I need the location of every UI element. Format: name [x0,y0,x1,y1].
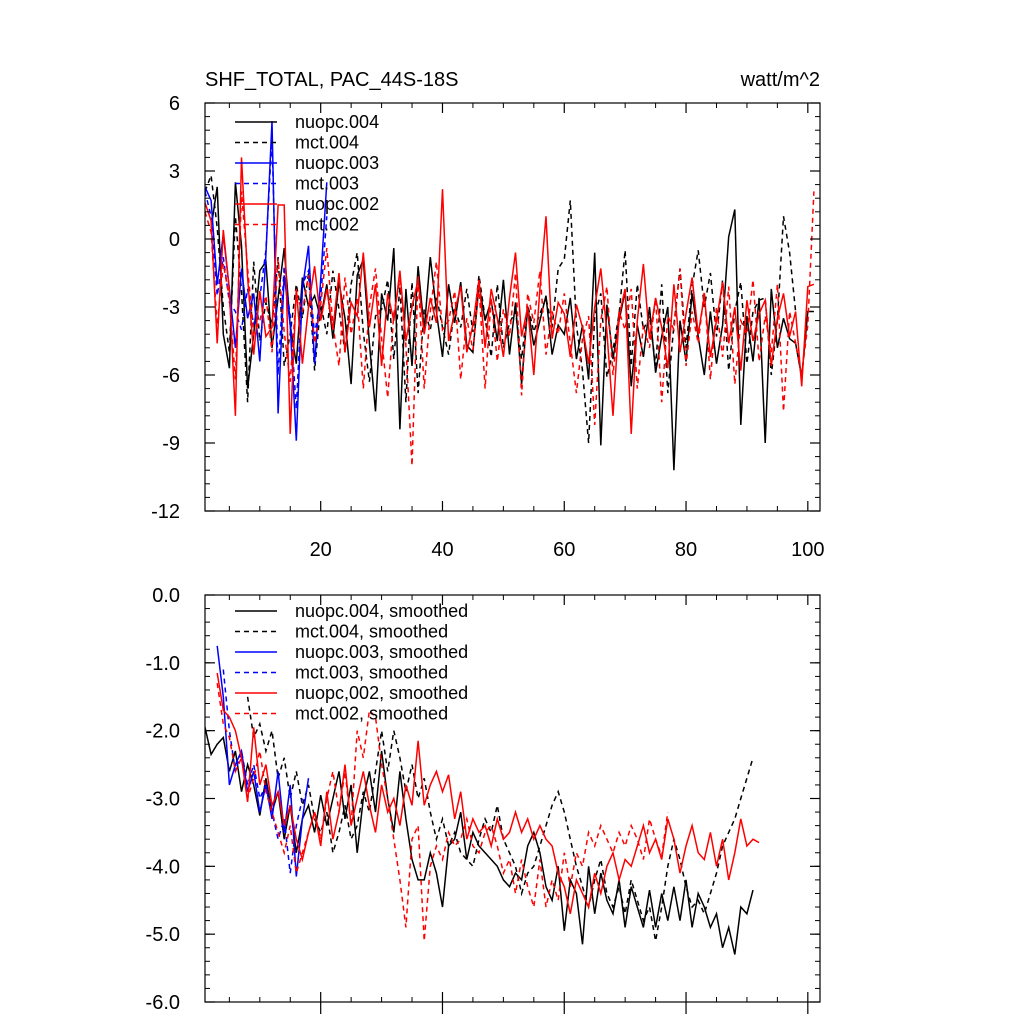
y-tick-label: -9 [162,433,180,455]
y-tick-label: -12 [151,501,180,523]
y-tick-label: -3.0 [146,789,180,811]
legend-label: nuopc.002 [295,194,379,214]
legend-label: mct.002 [295,215,359,235]
series-line-mct-002-smoothed [216,683,669,941]
top-panel: SHF_TOTAL, PAC_44S-18S watt/m^2 6 3 0 -3 -6 -… [151,69,824,561]
units-label: watt/m^2 [740,69,820,91]
y-tick-label: 0 [169,229,180,251]
x-tick-label: 80 [675,539,697,561]
y-tick-label: -3 [162,297,180,319]
series-line-mct-003-smoothed [222,669,304,874]
chart-title: SHF_TOTAL, PAC_44S-18S [205,69,458,91]
x-tick-label: 100 [791,539,824,561]
legend-label: nuopc.003, smoothed [295,642,468,662]
y-tick-label: 0.0 [152,585,180,607]
y-tick-label: -6.0 [146,992,180,1014]
legend-label: nuopc.003 [295,153,379,173]
top-legend: nuopc.004mct.004nuopc.003mct.003nuopc.00… [235,112,379,235]
series-line-mct-002 [205,191,815,466]
x-tick-label: 40 [431,539,453,561]
series-line-nuopc-002 [205,157,815,434]
series-line-nuopc-004-smoothed [205,727,754,955]
legend-label: mct.003 [295,174,359,194]
legend-label: mct.004, smoothed [295,622,448,642]
x-tick-label: 60 [553,539,575,561]
legend-label: nuopc,002, smoothed [295,683,468,703]
y-tick-label: -6 [162,365,180,387]
top-plot-area: 6 3 0 -3 -6 -9 -12 20 40 60 80 100 [151,93,824,561]
legend-label: mct.003, smoothed [295,663,448,683]
y-tick-label: 6 [169,93,180,115]
bottom-panel: 0.0 -1.0 -2.0 -3.0 -4.0 -5.0 -6.0 nuopc.004, s… [146,585,821,1014]
legend-label: nuopc.004 [295,112,379,132]
series-line-mct-004 [205,175,797,444]
bottom-plot-area: 0.0 -1.0 -2.0 -3.0 -4.0 -5.0 -6.0 [146,585,821,1014]
legend-label: mct.004 [295,133,359,153]
y-tick-label: -5.0 [146,924,180,946]
x-tick-label: 20 [310,539,332,561]
y-tick-label: -2.0 [146,721,180,743]
series-line-mct-003 [205,136,328,410]
legend-label: nuopc.004, smoothed [295,601,468,621]
series-line-nuopc-003-smoothed [216,645,310,877]
y-tick-label: -4.0 [146,856,180,878]
y-tick-label: 3 [169,161,180,183]
y-tick-label: -1.0 [146,653,180,675]
legend-label: mct.002, smoothed [295,704,448,724]
